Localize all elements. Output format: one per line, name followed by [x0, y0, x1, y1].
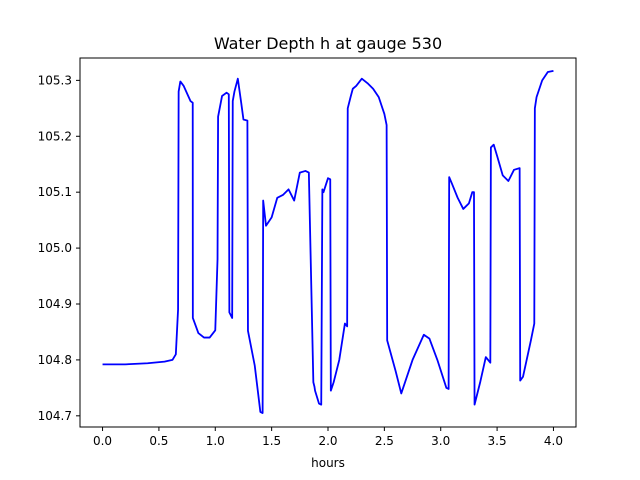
plot-area: [102, 69, 554, 414]
x-axis: 0.0 0.5 1.0 1.5 2.0 2.5 3.0 3.5 4.0: [93, 427, 563, 448]
x-tick-label: 0.5: [149, 434, 168, 448]
chart-title: Water Depth h at gauge 530: [214, 34, 442, 53]
x-tick-label: 2.5: [375, 434, 394, 448]
y-tick-label: 105.2: [38, 129, 72, 143]
x-tick-label: 4.0: [544, 434, 563, 448]
x-tick-label: 1.5: [262, 434, 281, 448]
x-tick-label: 3.5: [488, 434, 507, 448]
x-tick-label: 1.0: [206, 434, 225, 448]
y-axis: 104.7 104.8 104.9 105.0 105.1 105.2 105.3: [38, 73, 80, 423]
y-tick-label: 104.8: [38, 353, 72, 367]
plot-frame: [79, 57, 577, 428]
x-tick-label: 3.0: [431, 434, 450, 448]
y-tick-label: 105.1: [38, 185, 72, 199]
series-line: [102, 69, 554, 414]
y-tick-label: 104.7: [38, 409, 72, 423]
x-tick-label: 2.0: [318, 434, 337, 448]
y-tick-label: 105.3: [38, 73, 72, 87]
y-tick-label: 104.9: [38, 297, 72, 311]
x-tick-label: 0.0: [93, 434, 112, 448]
y-tick-label: 105.0: [38, 241, 72, 255]
x-axis-label: hours: [311, 456, 345, 470]
